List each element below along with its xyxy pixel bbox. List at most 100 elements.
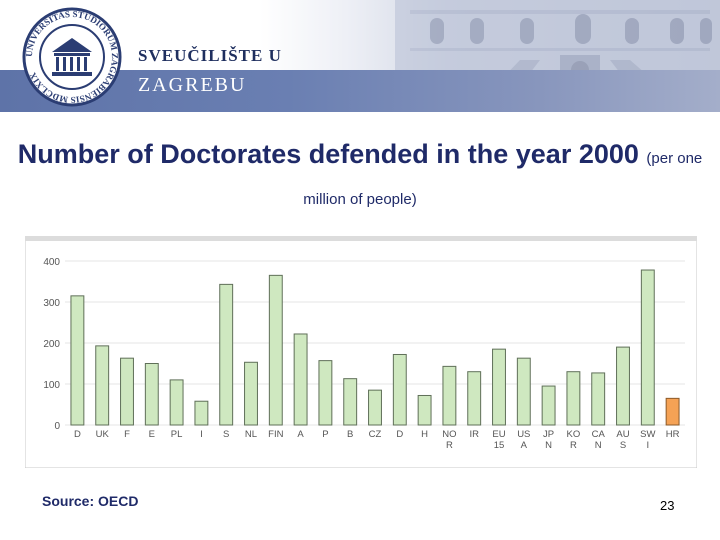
x-tick-label-line: H bbox=[421, 429, 428, 440]
x-tick-label-line: P bbox=[322, 429, 328, 440]
x-tick-label: E bbox=[149, 429, 155, 440]
bar bbox=[442, 365, 457, 426]
x-tick-label-line: R bbox=[570, 440, 577, 451]
bar bbox=[541, 385, 556, 426]
page-number: 23 bbox=[660, 498, 675, 513]
x-tick-label: NO R bbox=[442, 429, 456, 451]
x-tick-label: B bbox=[347, 429, 353, 440]
bar bbox=[120, 357, 134, 426]
x-tick-label: D bbox=[74, 429, 81, 440]
bar bbox=[467, 371, 482, 426]
bar bbox=[293, 333, 308, 426]
x-tick-label-line: NO bbox=[442, 429, 456, 440]
x-tick-label-line: UK bbox=[96, 429, 110, 440]
title-subtitle: (per one million of people) bbox=[303, 150, 703, 208]
source-note: Source: OECD bbox=[42, 493, 139, 509]
bar bbox=[591, 372, 606, 426]
y-tick-label: 0 bbox=[54, 421, 60, 432]
x-tick-label: PL bbox=[171, 429, 183, 440]
x-tick-label-line: F bbox=[124, 429, 130, 440]
chart-top-shadow bbox=[25, 236, 697, 241]
chart-frame bbox=[25, 236, 697, 468]
x-tick-label-line: N bbox=[545, 440, 552, 451]
x-tick-label-line: CA bbox=[592, 429, 606, 440]
bar bbox=[318, 360, 333, 426]
x-tick-label-line: B bbox=[347, 429, 353, 440]
x-tick-label-line: HR bbox=[666, 429, 680, 440]
header-banner-area: UNIVERSITAS STUDIORUM ZAGRABIENSIS MDCLX… bbox=[0, 0, 720, 112]
bar bbox=[144, 363, 159, 426]
x-tick-label-line: D bbox=[396, 429, 403, 440]
x-tick-label-line: PL bbox=[171, 429, 183, 440]
x-tick-label: JP N bbox=[543, 429, 554, 451]
title-main: Number of Doctorates defended in the yea… bbox=[17, 139, 639, 169]
y-tick-label: 300 bbox=[43, 298, 60, 309]
university-seal-logo: UNIVERSITAS STUDIORUM ZAGRABIENSIS MDCLX… bbox=[22, 7, 122, 107]
x-tick-label-line: IR bbox=[469, 429, 479, 440]
bars bbox=[70, 269, 680, 426]
bar bbox=[169, 379, 184, 426]
x-tick-label: AU S bbox=[616, 429, 629, 451]
blue-title-band bbox=[0, 70, 720, 112]
bar bbox=[417, 394, 432, 426]
bar bbox=[368, 389, 382, 426]
x-tick-label-line: EU bbox=[492, 429, 505, 440]
y-tick-label: 400 bbox=[43, 257, 60, 268]
y-tick-label: 100 bbox=[43, 380, 60, 391]
x-tick-label-line: NL bbox=[245, 429, 257, 440]
x-tick-label-line: I bbox=[646, 440, 649, 451]
gridlines bbox=[65, 260, 685, 426]
x-tick-label-line: I bbox=[200, 429, 203, 440]
bar bbox=[268, 274, 283, 426]
university-name-line2: ZAGREBU bbox=[138, 74, 247, 96]
x-tick-label: I bbox=[200, 429, 203, 440]
x-tick-label-line: 15 bbox=[494, 440, 505, 451]
x-tick-label-line: N bbox=[595, 440, 602, 451]
bar bbox=[392, 353, 407, 426]
x-tick-label: S bbox=[223, 429, 229, 440]
university-name-line1: SVEUČILIŠTE U bbox=[138, 46, 282, 65]
y-tick-label: 200 bbox=[43, 339, 60, 350]
x-tick-label: KO R bbox=[567, 429, 581, 451]
bar bbox=[566, 371, 581, 426]
x-tick-label-line: KO bbox=[567, 429, 581, 440]
x-tick-label: F bbox=[124, 429, 130, 440]
y-tick-labels: 0 100 200 300 400 bbox=[43, 257, 60, 432]
x-tick-label: P bbox=[322, 429, 328, 440]
x-tick-label: UK bbox=[96, 429, 110, 440]
x-tick-label: IR bbox=[469, 429, 479, 440]
x-tick-label: D bbox=[396, 429, 403, 440]
x-tick-label-line: A bbox=[521, 440, 528, 451]
x-tick-label: FIN bbox=[268, 429, 283, 440]
x-tick-label-line: AU bbox=[616, 429, 629, 440]
bar bbox=[616, 346, 630, 426]
x-tick-label-line: R bbox=[446, 440, 453, 451]
slide-title: Number of Doctorates defended in the yea… bbox=[0, 136, 720, 218]
x-tick-label-line: CZ bbox=[369, 429, 382, 440]
x-tick-label: HR bbox=[666, 429, 680, 440]
x-tick-label-line: S bbox=[620, 440, 626, 451]
x-tick-label-line: US bbox=[517, 429, 530, 440]
x-tick-label: H bbox=[421, 429, 428, 440]
x-tick-label: CA N bbox=[592, 429, 606, 451]
x-tick-label: CZ bbox=[369, 429, 382, 440]
bar bbox=[492, 348, 506, 426]
x-tick-label-line: SW bbox=[640, 429, 655, 440]
bar bbox=[640, 269, 655, 426]
bar bbox=[516, 357, 531, 426]
bar bbox=[70, 295, 85, 426]
x-tick-label: SW I bbox=[640, 429, 655, 451]
x-tick-label-line: JP bbox=[543, 429, 554, 440]
x-tick-label-line: E bbox=[149, 429, 155, 440]
x-tick-label: A bbox=[297, 429, 304, 440]
x-tick-label-line: A bbox=[297, 429, 304, 440]
bar bbox=[219, 283, 234, 426]
x-tick-label: EU 15 bbox=[492, 429, 505, 451]
bar bbox=[194, 400, 209, 426]
x-tick-label: NL bbox=[245, 429, 257, 440]
x-tick-label-line: D bbox=[74, 429, 81, 440]
bar bbox=[343, 378, 358, 426]
x-tick-label: US A bbox=[517, 429, 530, 451]
x-tick-label-line: FIN bbox=[268, 429, 283, 440]
